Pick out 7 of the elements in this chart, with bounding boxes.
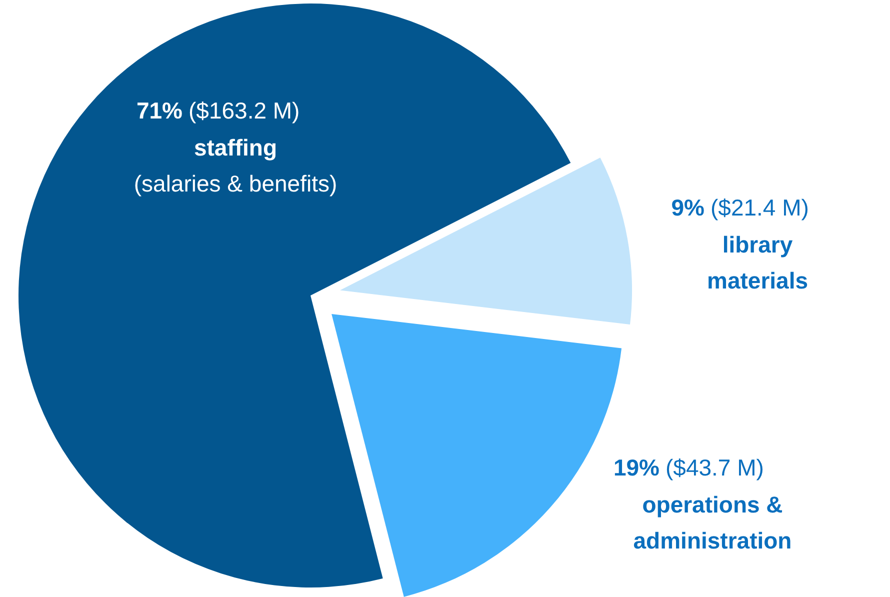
data-label: 71% ($163.2 M)	[136, 98, 300, 124]
text: (salaries & benefits)	[134, 170, 338, 196]
slice-label: staffing	[194, 134, 278, 160]
slice-label: library materials	[706, 232, 808, 294]
data-label: 19% ($43.7 M)	[613, 454, 764, 480]
slice-label: operations & administration	[633, 492, 792, 554]
data-label: 9% ($21.4 M)	[671, 194, 809, 220]
